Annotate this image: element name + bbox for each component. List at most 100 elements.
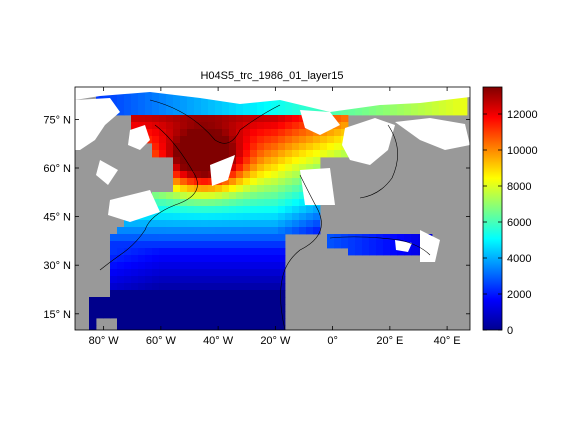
field-cell bbox=[292, 213, 300, 221]
field-cell bbox=[208, 115, 216, 123]
field-cell bbox=[222, 122, 230, 130]
field-cell bbox=[222, 108, 230, 116]
field-cell bbox=[250, 115, 258, 123]
field-cell bbox=[236, 192, 244, 200]
field-cell bbox=[166, 318, 174, 326]
field-cell bbox=[187, 206, 195, 214]
field-cell bbox=[250, 241, 258, 249]
field-cell bbox=[215, 192, 223, 200]
field-cell bbox=[257, 122, 265, 130]
field-cell bbox=[187, 234, 195, 242]
field-cell bbox=[271, 185, 279, 193]
field-cell bbox=[166, 206, 174, 214]
field-cell bbox=[145, 94, 153, 102]
field-cell bbox=[327, 150, 335, 158]
field-cell bbox=[292, 157, 300, 165]
field-cell bbox=[397, 101, 405, 109]
field-cell bbox=[208, 213, 216, 221]
field-cell bbox=[243, 311, 251, 319]
field-cell bbox=[208, 206, 216, 214]
field-cell bbox=[159, 241, 167, 249]
field-cell bbox=[257, 255, 265, 263]
field-cell bbox=[292, 185, 300, 193]
field-cell bbox=[222, 213, 230, 221]
field-cell bbox=[278, 304, 286, 312]
field-cell bbox=[278, 213, 286, 221]
field-cell bbox=[299, 136, 307, 144]
field-cell bbox=[187, 241, 195, 249]
field-cell bbox=[292, 150, 300, 158]
field-cell bbox=[257, 164, 265, 172]
field-cell bbox=[194, 115, 202, 123]
field-cell bbox=[257, 234, 265, 242]
field-cell bbox=[292, 101, 300, 109]
field-cell bbox=[194, 234, 202, 242]
field-cell bbox=[173, 220, 181, 228]
field-cell bbox=[306, 150, 314, 158]
field-cell bbox=[117, 325, 125, 330]
field-cell bbox=[271, 241, 279, 249]
field-cell bbox=[278, 136, 286, 144]
field-cell bbox=[145, 108, 153, 116]
field-cell bbox=[103, 297, 111, 305]
field-cell bbox=[187, 220, 195, 228]
field-cell bbox=[243, 213, 251, 221]
field-cell bbox=[250, 199, 258, 207]
field-cell bbox=[390, 234, 398, 242]
field-cell bbox=[243, 304, 251, 312]
field-cell bbox=[138, 241, 146, 249]
field-cell bbox=[383, 234, 391, 242]
field-cell bbox=[257, 227, 265, 235]
field-cell bbox=[264, 192, 272, 200]
field-cell bbox=[117, 255, 125, 263]
field-cell bbox=[222, 234, 230, 242]
field-cell bbox=[159, 304, 167, 312]
field-cell bbox=[145, 325, 153, 330]
field-cell bbox=[152, 304, 160, 312]
field-cell bbox=[285, 164, 293, 172]
field-cell bbox=[124, 220, 132, 228]
x-tick-label: 80° W bbox=[89, 335, 120, 347]
field-cell bbox=[187, 262, 195, 270]
field-cell bbox=[243, 115, 251, 123]
field-cell bbox=[201, 262, 209, 270]
field-cell bbox=[418, 101, 426, 109]
field-cell bbox=[124, 101, 132, 109]
field-cell bbox=[264, 311, 272, 319]
field-cell bbox=[264, 185, 272, 193]
field-cell bbox=[264, 143, 272, 151]
field-cell bbox=[229, 276, 237, 284]
field-cell bbox=[243, 234, 251, 242]
field-cell bbox=[229, 318, 237, 326]
field-cell bbox=[264, 220, 272, 228]
field-cell bbox=[180, 199, 188, 207]
field-cell bbox=[285, 150, 293, 158]
field-cell bbox=[397, 108, 405, 116]
field-cell bbox=[278, 283, 286, 291]
field-cell bbox=[131, 290, 139, 298]
field-cell bbox=[208, 318, 216, 326]
field-cell bbox=[383, 248, 391, 256]
field-cell bbox=[187, 150, 195, 158]
field-cell bbox=[334, 150, 342, 158]
field-cell bbox=[110, 241, 118, 249]
field-cell bbox=[250, 108, 258, 116]
field-cell bbox=[194, 150, 202, 158]
field-cell bbox=[201, 269, 209, 277]
colorbar: 0 2000 4000 6000 8000 10000 12000 bbox=[482, 86, 538, 337]
field-cell bbox=[131, 318, 139, 326]
field-cell bbox=[201, 143, 209, 151]
field-cell bbox=[236, 304, 244, 312]
field-cell bbox=[194, 136, 202, 144]
field-cell bbox=[159, 234, 167, 242]
field-cell bbox=[299, 129, 307, 137]
field-cell bbox=[201, 129, 209, 137]
field-cell bbox=[187, 122, 195, 130]
field-cell bbox=[208, 325, 216, 330]
field-cell bbox=[313, 227, 321, 235]
x-tick-label: 40° W bbox=[203, 335, 234, 347]
field-cell bbox=[264, 290, 272, 298]
field-cell bbox=[306, 129, 314, 137]
field-cell bbox=[145, 276, 153, 284]
field-cell bbox=[201, 220, 209, 228]
